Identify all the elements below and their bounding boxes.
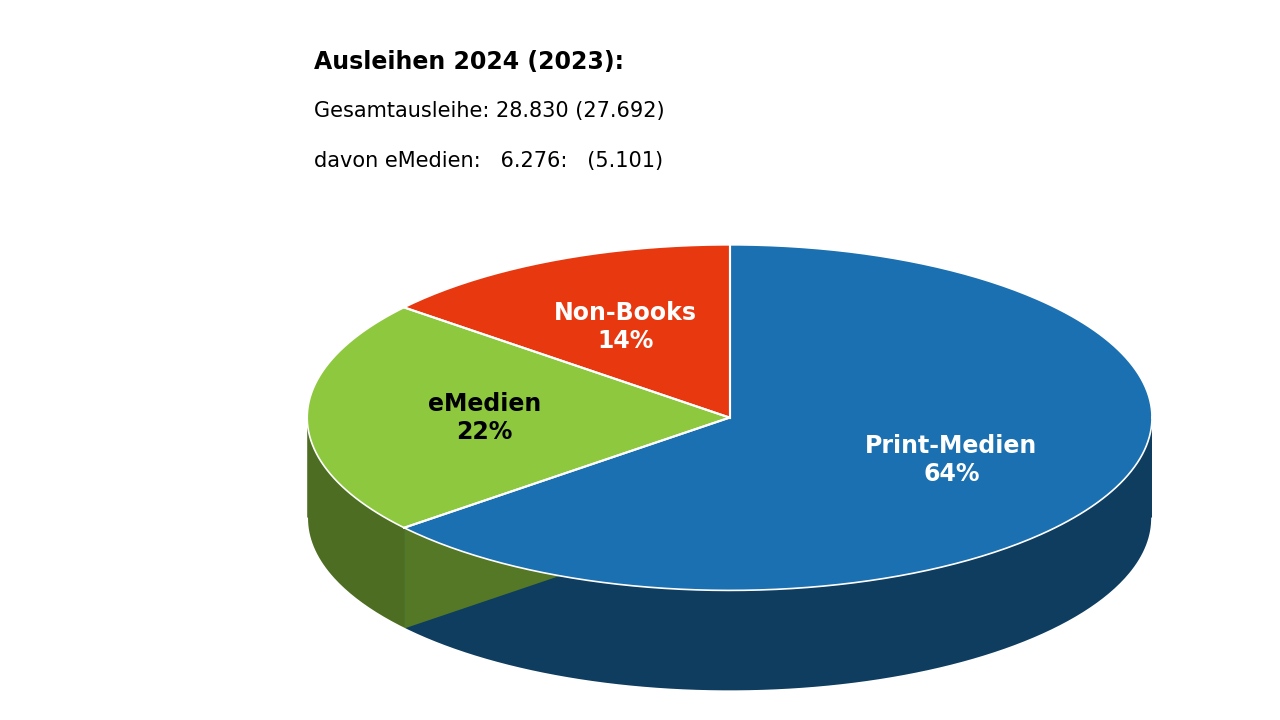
Text: Gesamtausleihe: 28.830 (27.692): Gesamtausleihe: 28.830 (27.692) <box>314 101 664 121</box>
Text: Ausleihen 2024 (2023):: Ausleihen 2024 (2023): <box>314 50 623 74</box>
Polygon shape <box>404 418 730 629</box>
Polygon shape <box>404 418 730 629</box>
Text: Non-Books
14%: Non-Books 14% <box>554 301 696 353</box>
Polygon shape <box>404 245 730 418</box>
Text: davon eMedien:   6.276:   (5.101): davon eMedien: 6.276: (5.101) <box>314 151 663 171</box>
Text: eMedien
22%: eMedien 22% <box>428 392 541 444</box>
Polygon shape <box>307 418 404 629</box>
Polygon shape <box>404 418 1152 691</box>
Text: Print-Medien
64%: Print-Medien 64% <box>865 434 1037 486</box>
Polygon shape <box>404 245 1152 590</box>
Polygon shape <box>307 307 730 528</box>
